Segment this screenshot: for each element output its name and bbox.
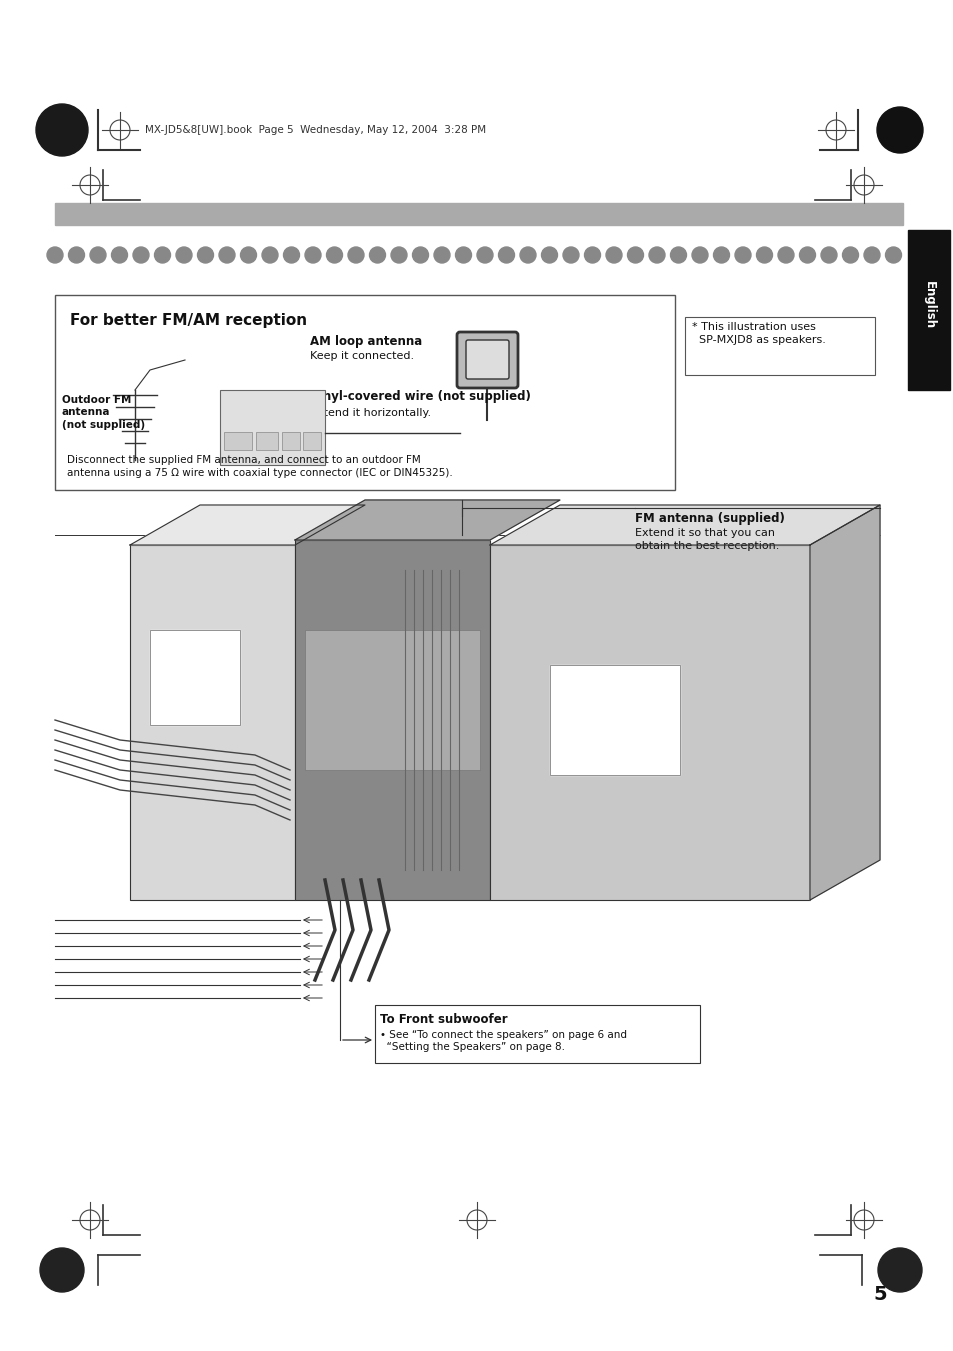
Circle shape — [778, 247, 793, 263]
Text: Disconnect the supplied FM antenna, and connect to an outdoor FM
antenna using a: Disconnect the supplied FM antenna, and … — [67, 455, 453, 478]
Circle shape — [799, 247, 815, 263]
Circle shape — [175, 247, 192, 263]
Bar — [224, 432, 252, 450]
Text: Outdoor FM
antenna
(not supplied): Outdoor FM antenna (not supplied) — [62, 394, 145, 430]
Bar — [294, 540, 490, 900]
Bar — [375, 1005, 700, 1063]
Circle shape — [69, 247, 85, 263]
Circle shape — [348, 247, 364, 263]
FancyBboxPatch shape — [456, 332, 517, 388]
Circle shape — [305, 247, 320, 263]
Circle shape — [40, 1248, 84, 1292]
Polygon shape — [130, 505, 365, 544]
Bar — [305, 630, 479, 770]
Circle shape — [691, 247, 707, 263]
Text: MX-JD5&8[UW].book  Page 5  Wednesday, May 12, 2004  3:28 PM: MX-JD5&8[UW].book Page 5 Wednesday, May … — [145, 126, 486, 135]
Circle shape — [262, 247, 277, 263]
Bar — [150, 630, 240, 725]
Bar — [684, 317, 874, 376]
Bar — [282, 432, 299, 450]
Circle shape — [670, 247, 686, 263]
Polygon shape — [809, 505, 879, 900]
Circle shape — [541, 247, 557, 263]
Circle shape — [219, 247, 234, 263]
Bar — [907, 230, 949, 390]
Circle shape — [154, 247, 171, 263]
Circle shape — [863, 247, 879, 263]
Circle shape — [713, 247, 729, 263]
Polygon shape — [490, 505, 879, 544]
Bar — [550, 665, 679, 775]
Circle shape — [584, 247, 599, 263]
Circle shape — [434, 247, 450, 263]
Text: To Front subwoofer: To Front subwoofer — [379, 1013, 507, 1025]
Circle shape — [326, 247, 342, 263]
Text: • See “To connect the speakers” on page 6 and
  “Setting the Speakers” on page 8: • See “To connect the speakers” on page … — [379, 1029, 626, 1052]
Circle shape — [391, 247, 407, 263]
FancyBboxPatch shape — [465, 340, 509, 380]
Circle shape — [821, 247, 836, 263]
Bar — [55, 203, 902, 226]
Circle shape — [112, 247, 128, 263]
Text: AM loop antenna: AM loop antenna — [310, 335, 422, 349]
Bar — [150, 630, 240, 725]
Circle shape — [498, 247, 514, 263]
Polygon shape — [294, 500, 559, 540]
Circle shape — [240, 247, 256, 263]
Circle shape — [734, 247, 750, 263]
Circle shape — [884, 247, 901, 263]
Bar — [550, 665, 679, 775]
Text: English: English — [922, 281, 935, 330]
Circle shape — [90, 247, 106, 263]
Circle shape — [648, 247, 664, 263]
Bar — [255, 432, 277, 450]
Circle shape — [283, 247, 299, 263]
Text: 5: 5 — [872, 1286, 886, 1305]
Circle shape — [605, 247, 621, 263]
Circle shape — [877, 1248, 921, 1292]
Bar — [490, 544, 809, 900]
Text: * This illustration uses
  SP-MXJD8 as speakers.: * This illustration uses SP-MXJD8 as spe… — [691, 322, 825, 346]
Text: FM antenna (supplied): FM antenna (supplied) — [635, 512, 784, 526]
Circle shape — [841, 247, 858, 263]
Circle shape — [476, 247, 493, 263]
Text: Extend it so that you can
obtain the best reception.: Extend it so that you can obtain the bes… — [635, 528, 779, 551]
Circle shape — [627, 247, 643, 263]
Text: For better FM/AM reception: For better FM/AM reception — [70, 313, 307, 328]
Circle shape — [412, 247, 428, 263]
Circle shape — [369, 247, 385, 263]
Text: Keep it connected.: Keep it connected. — [310, 351, 414, 361]
Circle shape — [36, 104, 88, 155]
Circle shape — [756, 247, 772, 263]
Circle shape — [876, 107, 923, 153]
Text: Extend it horizontally.: Extend it horizontally. — [310, 408, 431, 417]
Circle shape — [197, 247, 213, 263]
Circle shape — [47, 247, 63, 263]
Bar — [130, 544, 294, 900]
Bar — [303, 432, 320, 450]
Circle shape — [132, 247, 149, 263]
Circle shape — [519, 247, 536, 263]
Bar — [220, 390, 325, 465]
Bar — [55, 295, 675, 490]
Circle shape — [562, 247, 578, 263]
Text: Vinyl-covered wire (not supplied): Vinyl-covered wire (not supplied) — [310, 390, 530, 403]
Circle shape — [455, 247, 471, 263]
